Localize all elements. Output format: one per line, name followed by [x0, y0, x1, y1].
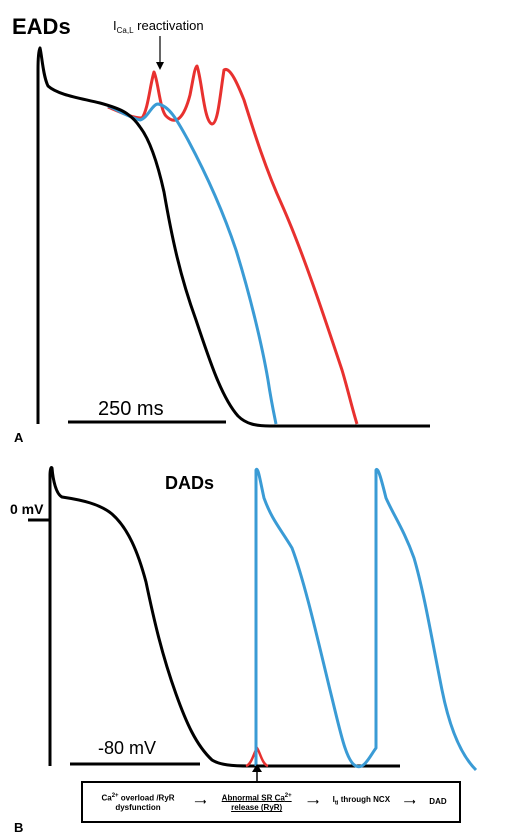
ead-red-trace [107, 64, 359, 425]
panel-a-title: EADs [12, 14, 71, 39]
mechanism-flow: Ca2+ overload /RyR dysfunction ⟶ Abnorma… [84, 784, 458, 820]
flow-step-2-sup: 2+ [284, 792, 292, 799]
baseline-black-trace [36, 46, 430, 428]
annotation-label: ICa,L reactivation [113, 18, 204, 35]
flow-arrow-2: ⟶ [307, 797, 319, 806]
dad-black-trace [48, 466, 400, 768]
flow-step-2: Abnormal SR Ca2+ release (RyR) [213, 791, 301, 814]
panel-b-letter: B [14, 820, 23, 835]
prolonged-blue-trace [107, 102, 278, 425]
flow-step-2-line1: Abnormal SR Ca [221, 793, 285, 803]
flow-step-1-rest: overload /RyR [118, 793, 175, 803]
scale-label: 250 ms [98, 398, 164, 420]
flow-step-3-rest: through NCX [338, 795, 391, 805]
rest-mv-label: -80 mV [98, 738, 156, 758]
flow-step-2-line2: release (RyR) [231, 803, 283, 813]
panel-a-letter: A [14, 430, 24, 445]
flow-step-4: DAD [429, 797, 447, 806]
flow-step-3-sub: ti [334, 800, 339, 807]
dad-blue-trace [254, 467, 478, 772]
flow-arrowhead [252, 764, 262, 772]
flow-step-3-main: I [332, 795, 335, 805]
panel-b-title: DADs [165, 473, 214, 493]
flow-step-1-line2: dysfunction [115, 803, 161, 813]
zero-mv-label: 0 mV [10, 501, 44, 517]
annotation-arrowhead [156, 62, 164, 70]
flow-step-1-sup: 2+ [111, 792, 119, 799]
flow-step-3: Iti through NCX [325, 795, 397, 809]
flow-step-1: Ca2+ overload /RyR dysfunction [88, 791, 188, 814]
flow-arrow-1: ⟶ [194, 797, 207, 806]
flow-arrow-3: ⟶ [403, 797, 416, 806]
flow-step-1-ca: Ca [101, 793, 112, 803]
mechanism-box [81, 781, 461, 823]
